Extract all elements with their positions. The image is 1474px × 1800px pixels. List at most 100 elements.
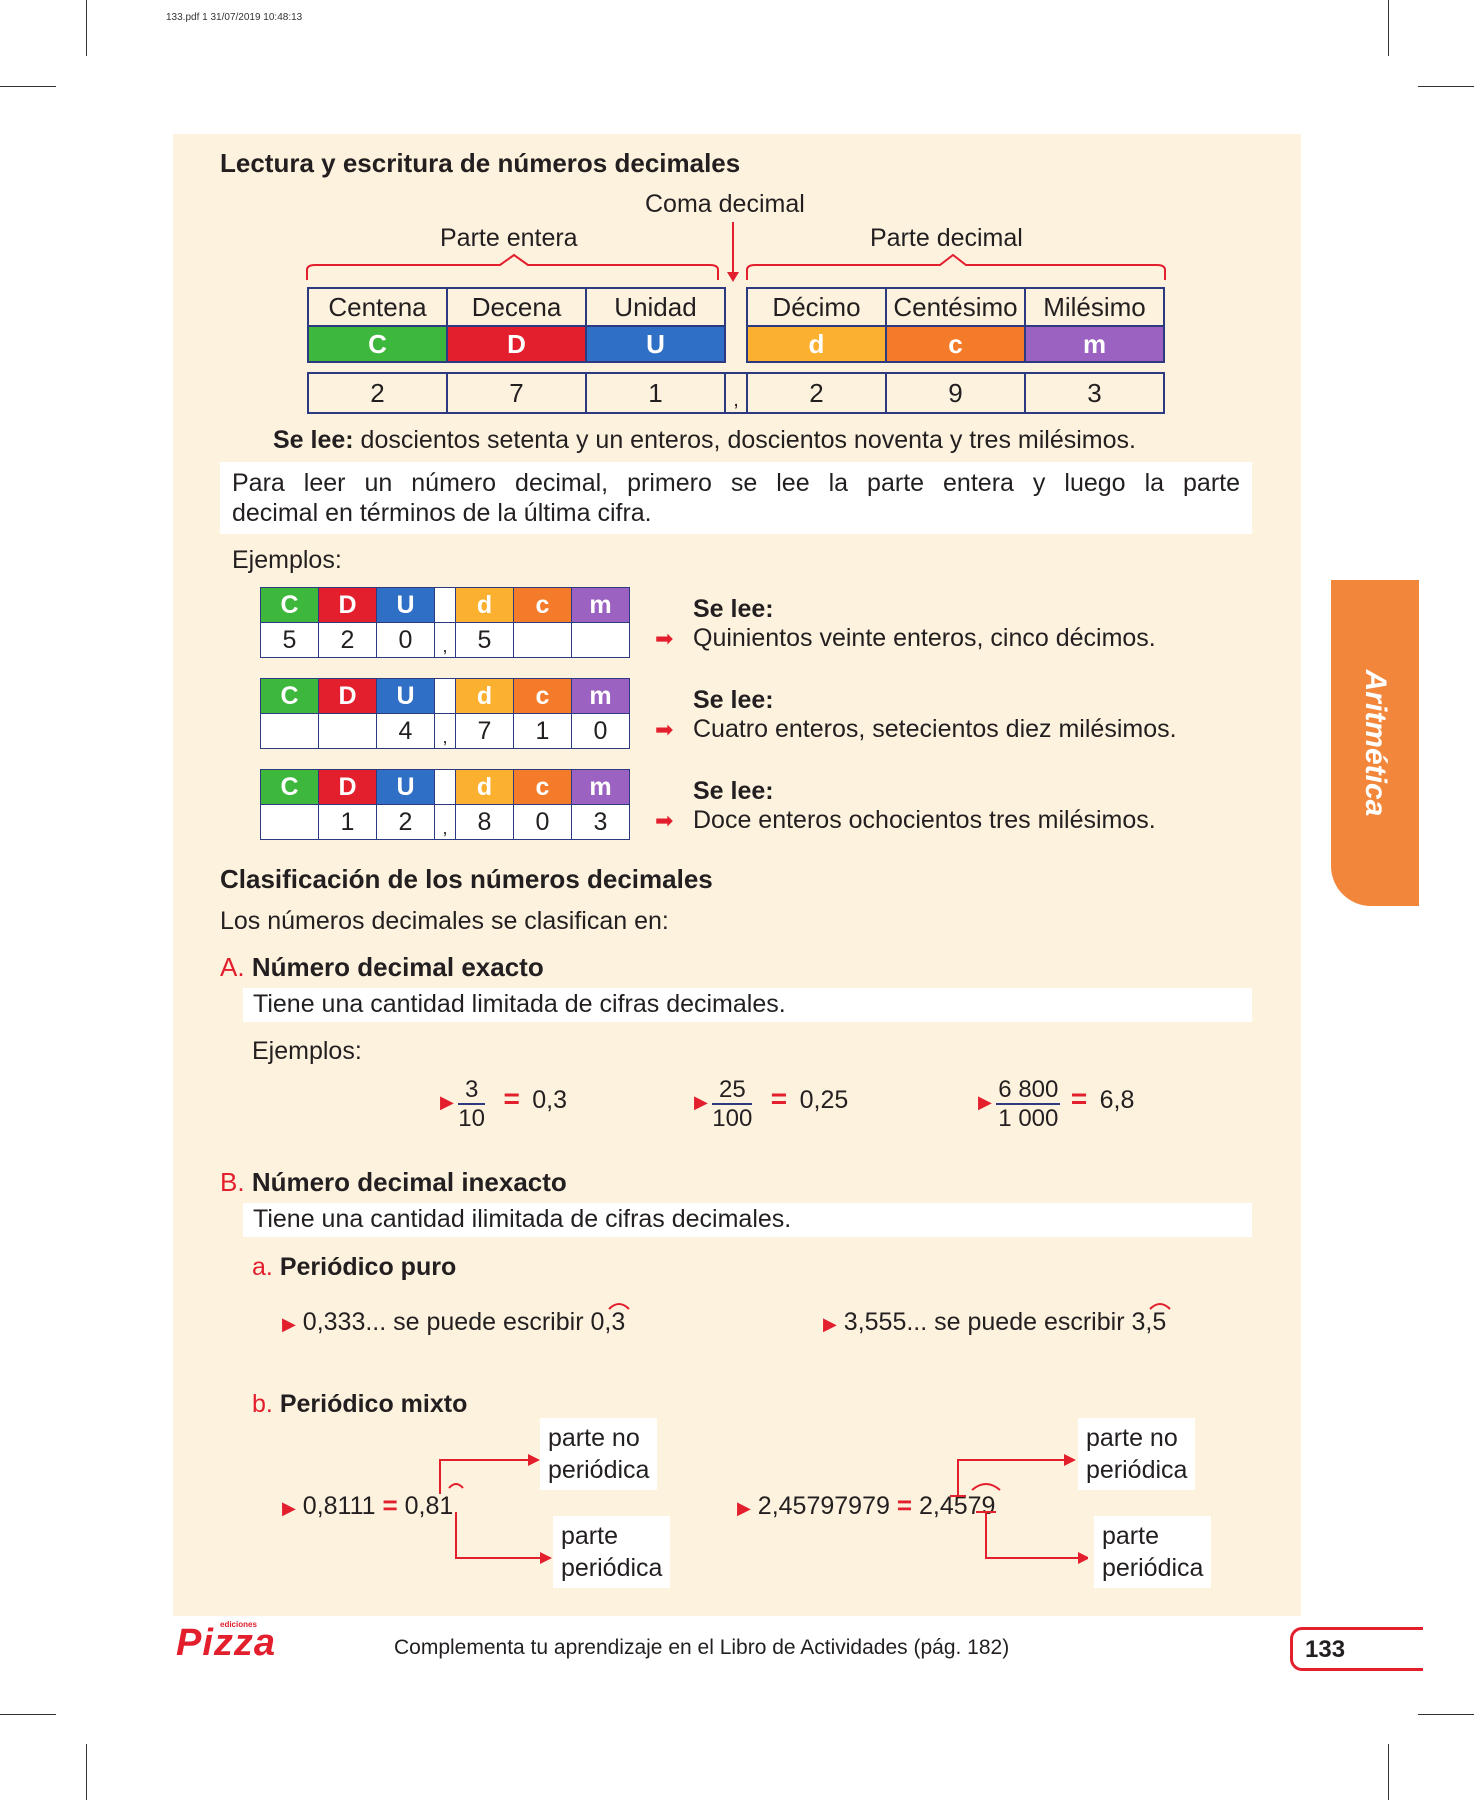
letter-m: m bbox=[571, 587, 630, 623]
crop-mark bbox=[86, 0, 87, 56]
letter-D: D bbox=[318, 587, 377, 623]
footer-text: Complementa tu aprendizaje en el Libro d… bbox=[394, 1636, 1010, 1659]
label-parte-no-periodica-2: parte no periódica bbox=[1078, 1418, 1196, 1490]
letter-D: D bbox=[318, 769, 377, 805]
bullet-triangle-icon: ▶ bbox=[823, 1314, 837, 1334]
crop-mark bbox=[1388, 1744, 1389, 1800]
rule-line-1: Para leer un número decimal, primero se … bbox=[232, 469, 1240, 497]
section-title-lectura: Lectura y escritura de números decimales bbox=[220, 148, 741, 178]
letter-C: C bbox=[260, 587, 319, 623]
letter-m: m bbox=[1024, 325, 1165, 363]
digit-cell: 0 bbox=[376, 622, 435, 658]
desc-A-box: Tiene una cantidad limitada de cifras de… bbox=[243, 988, 1252, 1022]
fraction-result: 0,3 bbox=[532, 1086, 568, 1115]
example-reading-3: Se lee: ➡ Doce enteros ochocientos tres m… bbox=[655, 777, 1156, 835]
heading-b: b. Periódico mixto bbox=[252, 1390, 467, 1419]
mixto-int: 0, bbox=[404, 1492, 426, 1520]
side-tab-aritmetica: Aritmética bbox=[1331, 580, 1419, 906]
letters-row: C D U d c m bbox=[307, 325, 1165, 363]
digit-cell: 2 bbox=[307, 372, 448, 414]
name-centena: Centena bbox=[307, 287, 448, 327]
section-title-clasificacion: Clasificación de los números decimales bbox=[220, 864, 713, 894]
fraction-example-1: ▶ 3 10 = 0,3 bbox=[440, 1076, 567, 1132]
example-reading-text: Cuatro enteros, setecientos diez milésim… bbox=[693, 715, 1177, 743]
clasificacion-intro: Los números decimales se clasifican en: bbox=[220, 907, 669, 935]
coma-arrow-head bbox=[727, 272, 739, 282]
equals-sign: = bbox=[503, 1083, 520, 1115]
digit-cell: 4 bbox=[376, 713, 435, 749]
heading-A: A. Número decimal exacto bbox=[220, 952, 544, 983]
periodico-mixto-1: ▶ 0,8111 = 0,81 bbox=[282, 1490, 453, 1521]
letter-c: c bbox=[513, 587, 572, 623]
mixto-periodic: 1 bbox=[439, 1492, 454, 1520]
label-line: parte no bbox=[1086, 1424, 1178, 1452]
publisher-logo: ediciones Pizza bbox=[176, 1620, 277, 1665]
letter-A: A. bbox=[220, 952, 245, 982]
file-header: 133.pdf 1 31/07/2019 10:48:13 bbox=[166, 12, 303, 23]
digit-cell: 5 bbox=[260, 622, 319, 658]
example-reading-2: Se lee: ➡ Cuatro enteros, setecientos die… bbox=[655, 686, 1177, 744]
name-milesimo: Milésimo bbox=[1024, 287, 1165, 327]
crop-mark bbox=[86, 1744, 87, 1800]
letter-U: U bbox=[376, 769, 435, 805]
example-reading-1: Se lee: ➡ Quinientos veinte enteros, cinc… bbox=[655, 595, 1156, 653]
digit-cell: 3 bbox=[1024, 372, 1165, 414]
se-lee-label: Se lee: bbox=[693, 595, 774, 623]
se-lee-label: Se lee: bbox=[693, 686, 774, 714]
label-line: parte bbox=[1102, 1522, 1159, 1550]
fraction: 3 10 bbox=[458, 1076, 485, 1132]
digits-table: 2 7 1 , 2 9 3 bbox=[307, 372, 1165, 414]
period-arc-icon bbox=[608, 1303, 631, 1310]
brace-parte-entera bbox=[306, 253, 719, 280]
equals-sign: = bbox=[896, 1490, 913, 1520]
se-lee-sentence: Se lee: doscientos setenta y un enteros,… bbox=[273, 426, 1136, 455]
digit-cell: 2 bbox=[746, 372, 887, 414]
bullet-triangle-icon: ▶ bbox=[978, 1092, 992, 1113]
brace-parte-decimal bbox=[746, 253, 1166, 280]
numerator: 6 800 bbox=[996, 1076, 1061, 1105]
examples-A-label: Ejemplos: bbox=[252, 1037, 362, 1065]
letter-d: d bbox=[746, 325, 887, 363]
letter-d: d bbox=[455, 769, 514, 805]
digit-cell: 2 bbox=[376, 804, 435, 840]
letter-b: b. bbox=[252, 1390, 273, 1418]
letter-m: m bbox=[571, 678, 630, 714]
letter-D: D bbox=[318, 678, 377, 714]
names-row: Centena Decena Unidad Décimo Centésimo M… bbox=[307, 287, 1165, 327]
mixto-left: 0,8111 bbox=[302, 1492, 376, 1520]
denominator: 1 000 bbox=[998, 1105, 1059, 1132]
equals-sign: = bbox=[770, 1083, 788, 1115]
gap-cell bbox=[434, 769, 456, 805]
label-parte-periodica-2: parte periódica bbox=[1094, 1516, 1212, 1588]
digit-cell: 3 bbox=[571, 804, 630, 840]
side-tab-label: Aritmética bbox=[1359, 669, 1392, 817]
digit-cell: 1 bbox=[318, 804, 377, 840]
period-value: 3 bbox=[611, 1308, 626, 1336]
arrow-right-icon: ➡ bbox=[655, 626, 674, 651]
denominator: 100 bbox=[712, 1105, 753, 1132]
letter-m: m bbox=[571, 769, 630, 805]
periodico-puro-2: ▶ 3,555... se puede escribir 3,5 bbox=[823, 1303, 1172, 1337]
parte-decimal-label: Parte decimal bbox=[870, 224, 1023, 252]
digit-cell bbox=[260, 713, 319, 749]
label-line: periódica bbox=[561, 1554, 663, 1582]
label-line: parte bbox=[561, 1522, 618, 1550]
comma-cell: , bbox=[434, 713, 456, 749]
digits-row: 2 7 1 , 2 9 3 bbox=[307, 372, 1165, 414]
title-b: Periódico mixto bbox=[279, 1390, 468, 1418]
logo-text: Pizza bbox=[176, 1622, 277, 1664]
example-table-2: C D U d c m 4 , 7 1 0 bbox=[260, 678, 630, 749]
se-lee-label: Se lee: bbox=[273, 426, 354, 454]
letter-D: D bbox=[446, 325, 587, 363]
label-parte-no-periodica-1: parte no periódica bbox=[540, 1418, 658, 1490]
mixto-periodic: 79 bbox=[967, 1492, 996, 1520]
mixto-nonperiodic: 8 bbox=[425, 1492, 440, 1520]
digit-cell: 1 bbox=[513, 713, 572, 749]
letter-c: c bbox=[513, 678, 572, 714]
name-decena: Decena bbox=[446, 287, 587, 327]
example-table-1: C D U d c m 5 2 0 , 5 bbox=[260, 587, 630, 658]
digit-cell: 2 bbox=[318, 622, 377, 658]
name-decimo: Décimo bbox=[746, 287, 887, 327]
letter-c: c bbox=[513, 769, 572, 805]
example-reading-text: Doce enteros ochocientos tres milésimos. bbox=[693, 806, 1156, 834]
